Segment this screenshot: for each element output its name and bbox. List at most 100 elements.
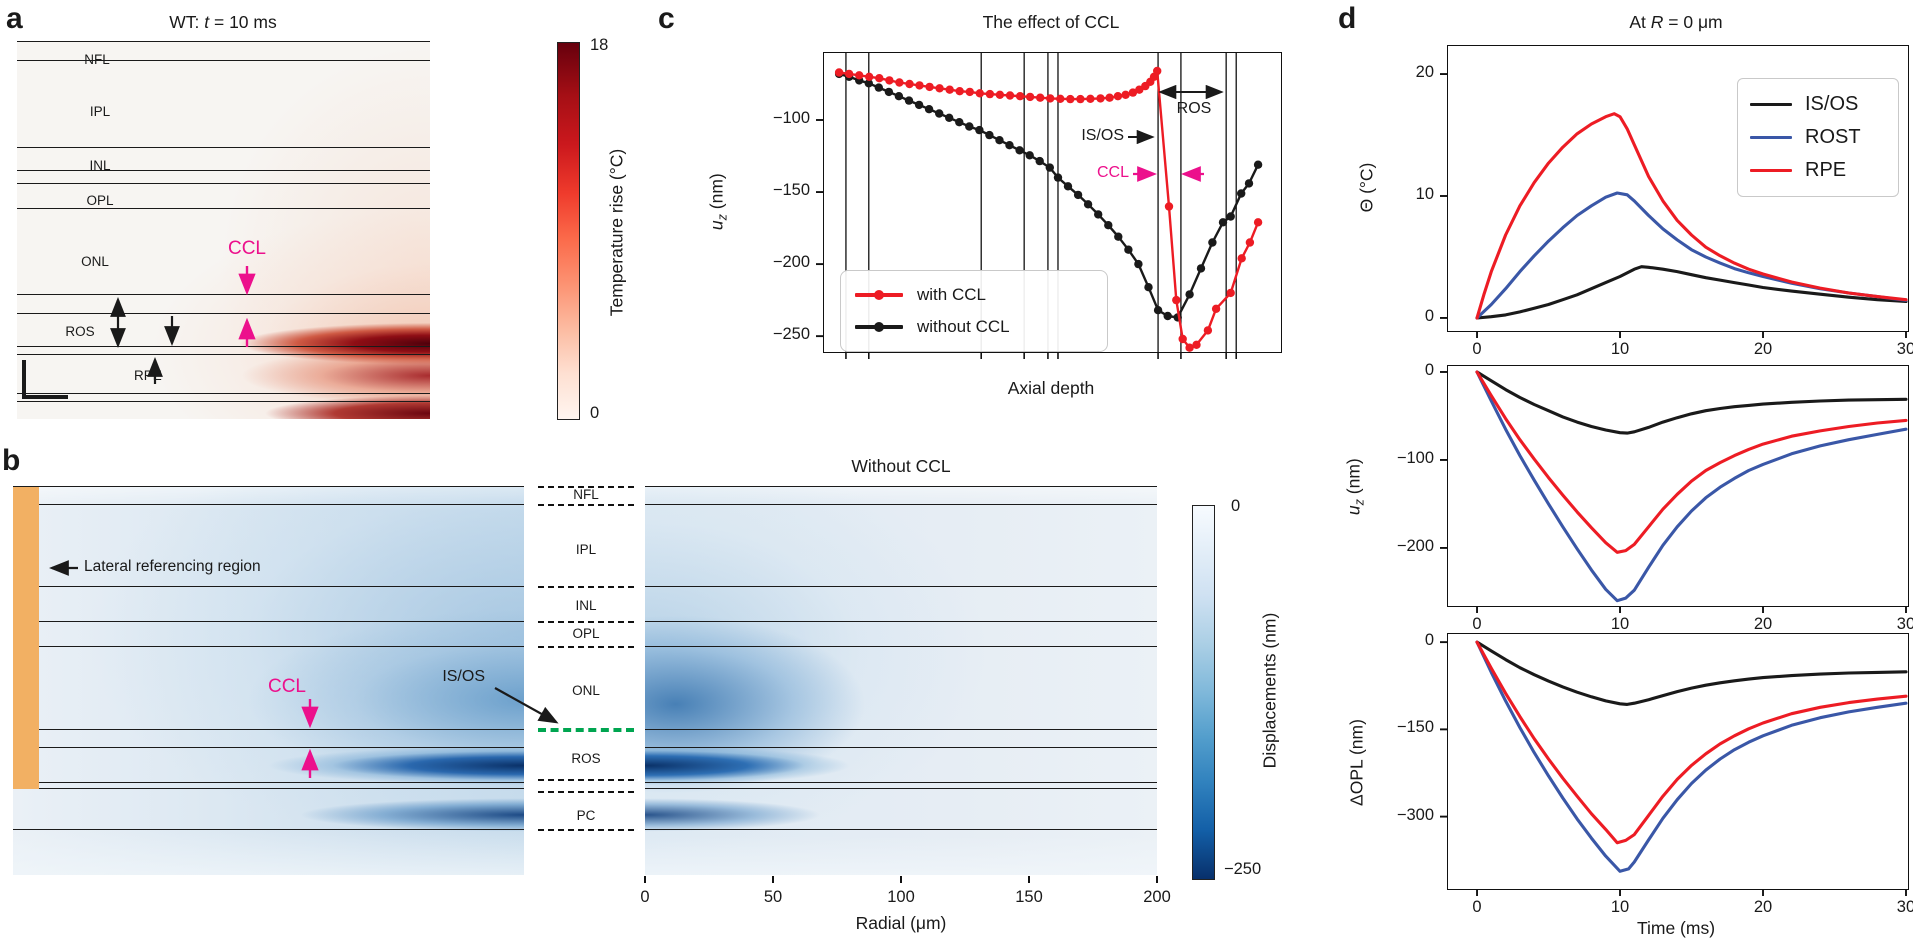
layer-boundary-line <box>13 486 524 488</box>
axis-tick-label: −150 <box>772 181 810 200</box>
without-ccl-dot-icon <box>874 322 884 332</box>
layer-label-ipl: IPL <box>575 542 597 557</box>
isos-annotation-c: IS/OS <box>1081 127 1124 144</box>
colorbar-b-max: 0 <box>1231 497 1241 515</box>
isos-annotation-b: IS/OS <box>442 668 485 685</box>
axis-tick-label: 10 <box>1610 340 1630 358</box>
axis-tick-label: −300 <box>1396 805 1434 824</box>
time-axis-label: Time (ms) <box>1636 918 1716 938</box>
with-ccl-dot-icon <box>874 290 884 300</box>
layer-boundary-line <box>17 392 430 394</box>
layer-dashed-line <box>538 621 634 624</box>
colorbar-a-label: Temperature rise (°C) <box>606 148 627 317</box>
layer-boundary-line <box>645 646 1157 648</box>
axis-tick-label: 200 <box>1143 888 1171 906</box>
layer-label-inl: INL <box>89 158 111 173</box>
axis-tick <box>772 876 774 883</box>
layer-dashed-line <box>538 790 634 793</box>
layer-label-ipl: IPL <box>89 104 111 119</box>
without-ccl-line-icon <box>855 322 903 332</box>
legend-label: ROST <box>1805 126 1861 148</box>
layer-label-rpe: RPE <box>134 368 162 383</box>
panel-c-legend: with CCL without CCL <box>840 270 1108 352</box>
layer-boundary-line <box>17 345 430 347</box>
layer-boundary-line <box>645 829 1157 831</box>
layer-boundary-line <box>13 729 524 731</box>
series-rpe <box>1475 640 1908 845</box>
axis-tick <box>644 876 646 883</box>
layer-boundary-line <box>17 146 430 148</box>
axis-tick-label: 0 <box>1424 631 1434 650</box>
axis-tick-label: 30 <box>1896 340 1913 358</box>
legend-label: IS/OS <box>1805 93 1859 115</box>
layer-label-inl: INL <box>575 598 597 613</box>
axis-tick-label: 10 <box>1610 615 1630 633</box>
layer-label-onl: ONL <box>81 254 109 269</box>
axis-tick-label: 150 <box>1015 888 1043 906</box>
axis-tick <box>1028 876 1030 883</box>
layer-boundary-line <box>13 621 524 623</box>
layer-boundary-line <box>13 586 524 588</box>
ccl-annotation-c: CCL <box>1096 164 1129 181</box>
chart-d_opl: 0 10 20 30 0 −150 −300 <box>1397 631 1913 916</box>
axis-tick-label: 10 <box>1415 185 1434 203</box>
axis-tick-label: −100 <box>772 109 810 127</box>
axis-tick-label: 20 <box>1753 340 1773 358</box>
legend-item-isos: IS/OS <box>1750 93 1886 116</box>
panel-a-title: WT: t = 10 ms <box>169 12 277 32</box>
layer-boundary-line <box>17 59 430 61</box>
ros-annotation-c: ROS <box>1176 100 1212 117</box>
axis-tick-label: 100 <box>887 888 915 906</box>
layer-label-ros: ROS <box>65 324 95 339</box>
layer-boundary-line <box>645 782 1157 784</box>
layer-boundary-line <box>645 504 1157 506</box>
axis-tick <box>1156 876 1158 883</box>
axis-tick-label: −250 <box>772 325 810 344</box>
panel-b-right-heatmap <box>645 486 1157 875</box>
layer-boundary-line <box>645 486 1157 488</box>
layer-boundary-line <box>17 294 430 296</box>
rost-line-icon <box>1750 135 1792 140</box>
panel-d-legend: IS/OS ROST RPE <box>1737 78 1899 197</box>
layer-boundary-line <box>17 208 430 210</box>
panel-b-left-heatmap <box>13 486 524 875</box>
series-is-os <box>1475 265 1908 320</box>
layer-dashed-line <box>538 645 634 648</box>
axis-tick <box>900 876 902 883</box>
legend-label: RPE <box>1805 159 1847 181</box>
series-rost <box>1475 640 1908 873</box>
layer-dashed-line <box>538 778 634 781</box>
axis-tick-label: 30 <box>1896 898 1913 916</box>
axis-tick-label: −150 <box>1396 718 1434 737</box>
legend-item-rost: ROST <box>1750 126 1886 149</box>
panel-c-title: The effect of CCL <box>982 12 1120 32</box>
layer-boundary-line <box>645 729 1157 731</box>
layer-boundary-line <box>17 400 430 402</box>
legend-item-without-ccl: without CCL <box>855 317 1093 337</box>
ccl-annotation-a: CCL <box>227 238 266 259</box>
chart-d_uz: 0 10 20 30 0 −100 −200 <box>1397 361 1913 633</box>
isos-line-icon <box>1750 102 1792 107</box>
colorbar-b-min: −250 <box>1224 860 1262 878</box>
temperature-colorbar <box>557 42 580 420</box>
series-rpe <box>1475 112 1908 320</box>
layer-boundary-line <box>13 782 524 784</box>
series-is-os <box>1475 640 1908 706</box>
layer-boundary-line <box>17 312 430 314</box>
axis-tick-label: −200 <box>1396 536 1434 555</box>
layer-boundary-line <box>645 621 1157 623</box>
axis-tick-label: 30 <box>1896 615 1913 633</box>
series-rpe <box>1475 370 1908 554</box>
panel-d-letter: d <box>1338 2 1357 35</box>
layer-boundary-line <box>645 586 1157 588</box>
legend-item-with-ccl: with CCL <box>855 285 1093 305</box>
panel-a-letter: a <box>6 2 23 35</box>
layer-boundary-line <box>17 182 430 184</box>
axis-tick-label: 20 <box>1753 615 1773 633</box>
axis-tick-label: 10 <box>1610 898 1630 916</box>
layer-label-onl: ONL <box>572 683 600 698</box>
axis-tick-label: −100 <box>1396 448 1434 467</box>
axis-tick-label: 0 <box>640 888 650 906</box>
layer-label-nfl: NFL <box>84 52 110 67</box>
